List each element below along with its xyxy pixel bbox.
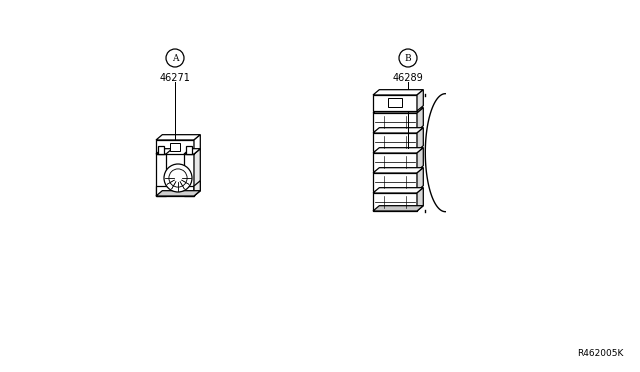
- Polygon shape: [158, 146, 164, 154]
- Polygon shape: [373, 148, 423, 153]
- Polygon shape: [184, 154, 194, 196]
- Polygon shape: [373, 193, 417, 211]
- Text: B: B: [404, 54, 412, 62]
- Polygon shape: [373, 188, 423, 193]
- Polygon shape: [417, 108, 423, 131]
- Polygon shape: [373, 168, 423, 173]
- Polygon shape: [194, 181, 200, 196]
- Polygon shape: [170, 143, 180, 151]
- Polygon shape: [373, 113, 417, 131]
- Polygon shape: [373, 128, 423, 133]
- Polygon shape: [373, 108, 423, 113]
- Polygon shape: [417, 188, 423, 211]
- Text: 46289: 46289: [392, 73, 424, 83]
- Polygon shape: [417, 128, 423, 151]
- Polygon shape: [194, 135, 200, 154]
- Polygon shape: [373, 206, 423, 211]
- Polygon shape: [156, 149, 172, 154]
- Polygon shape: [373, 173, 417, 191]
- Polygon shape: [184, 149, 200, 154]
- Polygon shape: [373, 95, 417, 111]
- Polygon shape: [156, 140, 194, 154]
- Polygon shape: [373, 90, 423, 95]
- Circle shape: [164, 164, 192, 192]
- Polygon shape: [194, 149, 200, 196]
- Polygon shape: [417, 168, 423, 191]
- Polygon shape: [417, 90, 423, 111]
- Text: R462005K: R462005K: [577, 349, 623, 358]
- Polygon shape: [388, 98, 402, 107]
- Polygon shape: [417, 148, 423, 171]
- Polygon shape: [156, 154, 166, 196]
- Polygon shape: [373, 133, 417, 151]
- Text: 46271: 46271: [159, 73, 191, 83]
- Polygon shape: [156, 186, 194, 196]
- Polygon shape: [156, 191, 200, 196]
- Polygon shape: [373, 153, 417, 171]
- Text: A: A: [172, 54, 179, 62]
- Polygon shape: [186, 146, 192, 154]
